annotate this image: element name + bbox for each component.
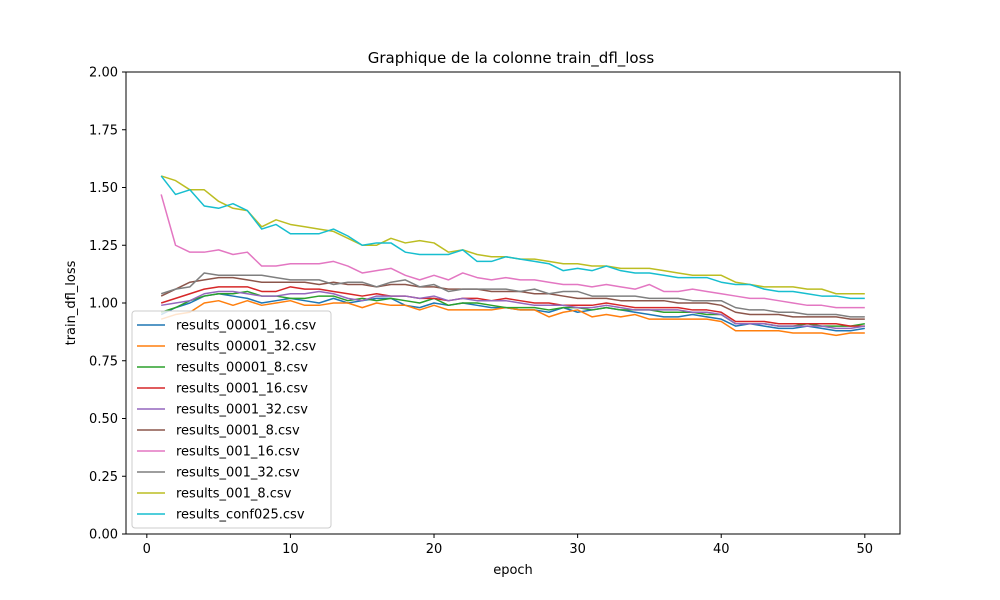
legend-box	[131, 310, 332, 529]
x-tick-label-4: 40	[713, 542, 730, 557]
series-line-7	[160, 272, 865, 318]
series-layer	[160, 175, 865, 337]
y-tick-label-2: 0.50	[89, 412, 118, 427]
y-tick-label-3: 0.75	[89, 354, 118, 369]
x-tick-label-3: 30	[569, 542, 586, 557]
y-tick-label-4: 1.00	[89, 297, 118, 312]
legend-entry-3: results_0001_16.csv	[176, 382, 308, 397]
legend-entry-7: results_001_32.csv	[176, 466, 300, 481]
series-line-4	[161, 290, 865, 330]
legend-entry-6: results_001_16.csv	[176, 445, 300, 460]
y-tick-label-8: 2.00	[89, 66, 118, 81]
x-tick-label-1: 10	[282, 542, 299, 557]
chart-title: Graphique de la colonne train_dfl_loss	[368, 49, 655, 68]
x-axis-title: epoch	[493, 563, 533, 578]
series-line-5	[160, 276, 865, 320]
x-tick-label-0: 0	[143, 542, 151, 557]
legend-entry-1: results_00001_32.csv	[176, 340, 317, 355]
y-tick-label-7: 1.75	[89, 123, 118, 138]
y-tick-label-1: 0.25	[89, 470, 118, 485]
y-tick-label-5: 1.25	[89, 239, 118, 254]
y-tick-label-0: 0.00	[89, 528, 118, 543]
series-line-1	[160, 299, 865, 337]
legend-entry-0: results_00001_16.csv	[176, 319, 317, 334]
legend-entry-2: results_00001_8.csv	[176, 361, 308, 376]
y-axis: 0.00 0.25 0.50 0.75 1.00 1.25 1.50 1.75 2.00	[89, 66, 126, 543]
y-axis-title: train_dfl_loss	[64, 260, 79, 345]
legend-entry-5: results_0001_8.csv	[176, 424, 300, 439]
x-tick-label-5: 50	[857, 542, 874, 557]
series-line-6	[160, 194, 865, 309]
series-line-9	[160, 175, 865, 300]
legend-entry-8: results_001_8.csv	[176, 487, 292, 502]
legend-entry-9: results_conf025.csv	[176, 508, 305, 523]
legend-entry-4: results_0001_32.csv	[176, 403, 308, 418]
legend: results_00001_16.csv results_00001_32.csv…	[131, 310, 332, 529]
x-tick-label-2: 20	[426, 542, 443, 557]
x-axis: 0 10 20 30 40 50	[143, 534, 873, 557]
series-line-3	[160, 286, 865, 327]
y-tick-label-6: 1.50	[89, 181, 118, 196]
